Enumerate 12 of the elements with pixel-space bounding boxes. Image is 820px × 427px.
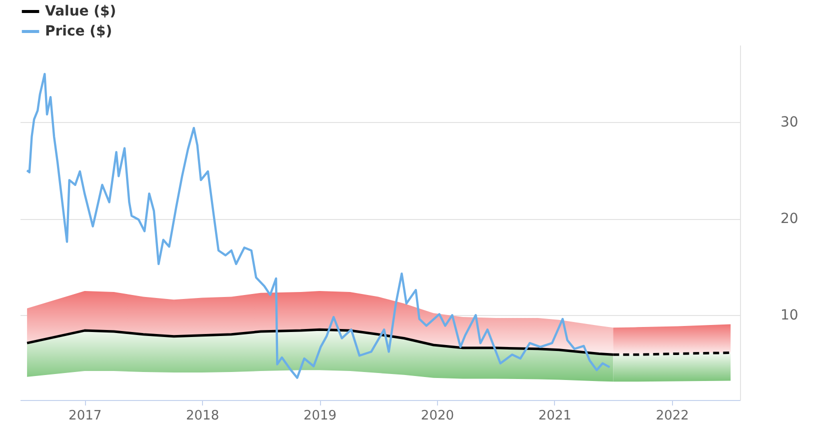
y-tick-label: 30 [780, 114, 798, 131]
y-tick-label: 20 [780, 211, 798, 228]
line-series [26, 72, 611, 379]
legend-label: Value ($) [45, 4, 116, 20]
x-tick-label: 2017 [68, 408, 102, 424]
x-tick-label: 2022 [656, 408, 689, 424]
x-tick-label: 2019 [303, 408, 337, 424]
x-tick-label: 2020 [420, 408, 454, 424]
x-tick-label: 2021 [538, 408, 572, 424]
legend-label: Price ($) [45, 24, 112, 40]
y-tick-label: 10 [780, 308, 798, 324]
x-tick-label: 2018 [186, 408, 220, 424]
